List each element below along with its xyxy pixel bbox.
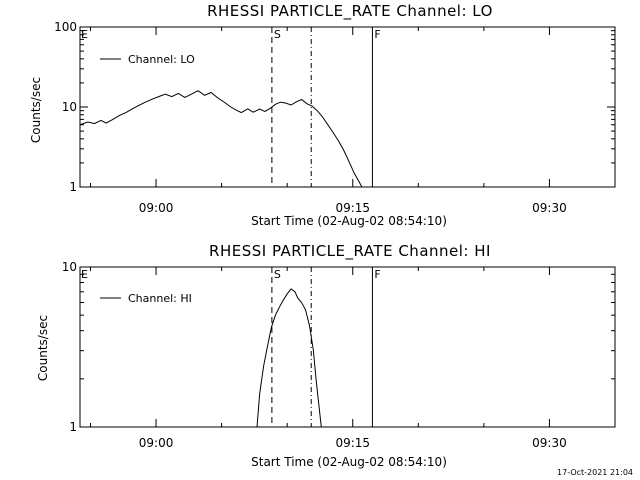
panel-hi-xtick-label: 09:30 [532,436,567,450]
panel-lo-ytick-label: 1 [69,180,77,194]
panel-lo-xtick-label: 09:15 [335,201,370,215]
panel-hi-xtick-label: 09:15 [335,436,370,450]
panel-hi-title: RHESSI PARTICLE_RATE Channel: HI [209,242,491,261]
panel-hi-xtick-label: 09:00 [139,436,174,450]
panel-lo-xlabel: Start Time (02-Aug-02 08:54:10) [251,214,447,228]
panel-hi-marker-label: S [274,268,281,281]
timestamp-footer: 17-Oct-2021 21:04 [557,468,633,477]
panel-hi-xlabel: Start Time (02-Aug-02 08:54:10) [251,455,447,469]
panel-hi-ytick-label: 1 [69,420,77,434]
panel-lo-legend-label: Channel: LO [128,53,195,66]
panel-hi-ylabel: Counts/sec [36,315,50,381]
panel-hi-marker-label: E [81,268,88,281]
panel-lo-ylabel: Counts/sec [29,77,43,143]
panel-lo-marker-label: S [274,28,281,41]
panel-hi-frame [79,266,616,428]
panel-lo-xtick-label: 09:30 [532,201,567,215]
panel-lo-series-0 [79,90,363,188]
panel-lo-marker-label: E [81,28,88,41]
panel-lo-xtick-label: 09:00 [139,201,174,215]
panel-lo-marker-label: F [374,28,380,41]
panel-lo-ytick-label: 10 [62,100,77,114]
panel-lo-title: RHESSI PARTICLE_RATE Channel: LO [207,2,493,21]
panel-lo-ytick-label: 100 [54,20,77,34]
panel-lo: RHESSI PARTICLE_RATE Channel: LO Start T… [29,2,616,228]
panel-hi-series-0 [256,288,322,428]
panel-hi-ytick-label: 10 [62,260,77,274]
panel-hi-legend-label: Channel: HI [128,292,192,305]
panel-hi-marker-label: F [374,268,380,281]
panel-hi: RHESSI PARTICLE_RATE Channel: HI Start T… [36,242,616,469]
